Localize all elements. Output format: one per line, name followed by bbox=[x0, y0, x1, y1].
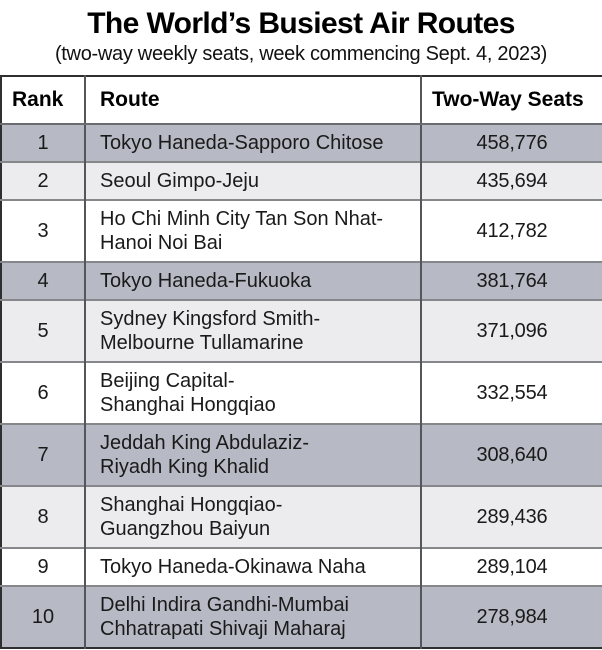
table-row: 4 Tokyo Haneda-Fukuoka 381,764 bbox=[1, 261, 602, 300]
rank-cell: 6 bbox=[1, 361, 85, 424]
rank-cell: 1 bbox=[1, 123, 85, 162]
rank-cell: 4 bbox=[1, 261, 85, 300]
rank-cell: 10 bbox=[1, 585, 85, 648]
rank-cell: 2 bbox=[1, 161, 85, 200]
table-header-row: Rank Route Two-Way Seats bbox=[1, 76, 602, 125]
seats-cell: 332,554 bbox=[420, 361, 602, 424]
seats-cell: 435,694 bbox=[420, 161, 602, 200]
column-header-rank: Rank bbox=[1, 76, 85, 125]
route-cell: Seoul Gimpo-Jeju bbox=[84, 161, 421, 200]
route-cell: Tokyo Haneda-Fukuoka bbox=[84, 261, 421, 300]
table-row: 9 Tokyo Haneda-Okinawa Naha 289,104 bbox=[1, 547, 602, 586]
table-row: 3 Ho Chi Minh City Tan Son Nhat- Hanoi N… bbox=[1, 199, 602, 262]
route-cell: Tokyo Haneda-Sapporo Chitose bbox=[84, 123, 421, 162]
column-header-route: Route bbox=[84, 76, 421, 125]
page-subtitle: (two-way weekly seats, week commencing S… bbox=[54, 43, 548, 65]
busiest-routes-table: Rank Route Two-Way Seats 1 Tokyo Haneda-… bbox=[0, 75, 602, 649]
seats-cell: 289,104 bbox=[420, 547, 602, 586]
rank-cell: 7 bbox=[1, 423, 85, 486]
column-header-seats: Two-Way Seats bbox=[420, 76, 602, 125]
table-row: 1 Tokyo Haneda-Sapporo Chitose 458,776 bbox=[1, 123, 602, 162]
routes-table-body: 1 Tokyo Haneda-Sapporo Chitose 458,776 2… bbox=[1, 123, 602, 648]
route-cell: Delhi Indira Gandhi-Mumbai Chhatrapati S… bbox=[84, 585, 421, 648]
table-row: 6 Beijing Capital- Shanghai Hongqiao 332… bbox=[1, 361, 602, 424]
route-cell: Sydney Kingsford Smith- Melbourne Tullam… bbox=[84, 299, 421, 362]
rank-cell: 8 bbox=[1, 485, 85, 548]
table-row: 5 Sydney Kingsford Smith- Melbourne Tull… bbox=[1, 299, 602, 362]
route-cell: Jeddah King Abdulaziz- Riyadh King Khali… bbox=[84, 423, 421, 486]
seats-cell: 308,640 bbox=[420, 423, 602, 486]
page-title: The World’s Busiest Air Routes bbox=[87, 7, 515, 40]
seats-cell: 289,436 bbox=[420, 485, 602, 548]
seats-cell: 412,782 bbox=[420, 199, 602, 262]
seats-cell: 278,984 bbox=[420, 585, 602, 648]
rank-cell: 3 bbox=[1, 199, 85, 262]
rank-cell: 5 bbox=[1, 299, 85, 362]
seats-cell: 371,096 bbox=[420, 299, 602, 362]
seats-cell: 381,764 bbox=[420, 261, 602, 300]
rank-cell: 9 bbox=[1, 547, 85, 586]
table-row: 7 Jeddah King Abdulaziz- Riyadh King Kha… bbox=[1, 423, 602, 486]
route-cell: Tokyo Haneda-Okinawa Naha bbox=[84, 547, 421, 586]
route-cell: Ho Chi Minh City Tan Son Nhat- Hanoi Noi… bbox=[84, 199, 421, 262]
route-cell: Beijing Capital- Shanghai Hongqiao bbox=[84, 361, 421, 424]
table-row: 10 Delhi Indira Gandhi-Mumbai Chhatrapat… bbox=[1, 585, 602, 648]
table-row: 8 Shanghai Hongqiao- Guangzhou Baiyun 28… bbox=[1, 485, 602, 548]
table-row: 2 Seoul Gimpo-Jeju 435,694 bbox=[1, 161, 602, 200]
route-cell: Shanghai Hongqiao- Guangzhou Baiyun bbox=[84, 485, 421, 548]
seats-cell: 458,776 bbox=[420, 123, 602, 162]
